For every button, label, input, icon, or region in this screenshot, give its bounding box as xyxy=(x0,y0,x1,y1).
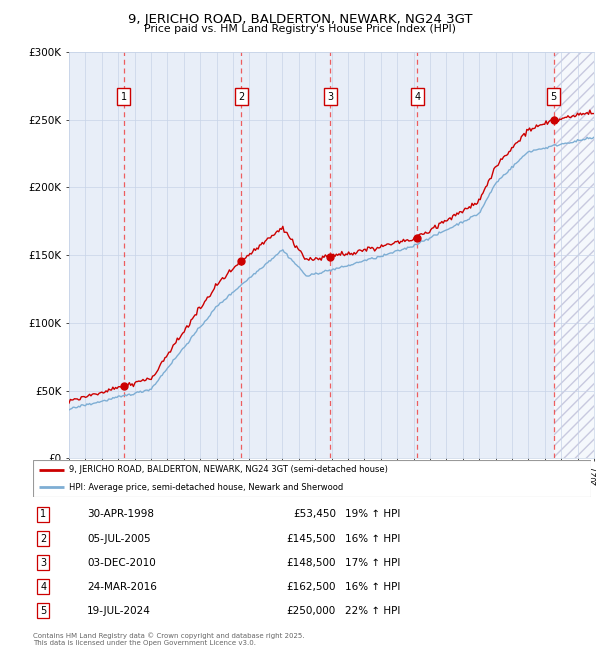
Text: 19% ↑ HPI: 19% ↑ HPI xyxy=(345,510,400,519)
Bar xyxy=(554,52,594,458)
Text: 2: 2 xyxy=(238,92,244,101)
Text: 2: 2 xyxy=(40,534,46,543)
Text: 17% ↑ HPI: 17% ↑ HPI xyxy=(345,558,400,567)
Text: £145,500: £145,500 xyxy=(287,534,336,543)
Text: 5: 5 xyxy=(40,606,46,616)
Text: 16% ↑ HPI: 16% ↑ HPI xyxy=(345,582,400,592)
Text: 16% ↑ HPI: 16% ↑ HPI xyxy=(345,534,400,543)
Text: Contains HM Land Registry data © Crown copyright and database right 2025.
This d: Contains HM Land Registry data © Crown c… xyxy=(33,632,305,646)
Text: 1: 1 xyxy=(121,92,127,101)
Text: 3: 3 xyxy=(327,92,333,101)
Text: 22% ↑ HPI: 22% ↑ HPI xyxy=(345,606,400,616)
Text: 24-MAR-2016: 24-MAR-2016 xyxy=(87,582,157,592)
Text: £53,450: £53,450 xyxy=(293,510,336,519)
Text: 5: 5 xyxy=(551,92,557,101)
Text: Price paid vs. HM Land Registry's House Price Index (HPI): Price paid vs. HM Land Registry's House … xyxy=(144,24,456,34)
Text: 3: 3 xyxy=(40,558,46,567)
Text: HPI: Average price, semi-detached house, Newark and Sherwood: HPI: Average price, semi-detached house,… xyxy=(69,482,344,491)
Text: 1: 1 xyxy=(40,510,46,519)
Text: 9, JERICHO ROAD, BALDERTON, NEWARK, NG24 3GT: 9, JERICHO ROAD, BALDERTON, NEWARK, NG24… xyxy=(128,13,472,26)
Text: 9, JERICHO ROAD, BALDERTON, NEWARK, NG24 3GT (semi-detached house): 9, JERICHO ROAD, BALDERTON, NEWARK, NG24… xyxy=(69,465,388,474)
Text: £250,000: £250,000 xyxy=(287,606,336,616)
Text: 30-APR-1998: 30-APR-1998 xyxy=(87,510,154,519)
Text: £162,500: £162,500 xyxy=(287,582,336,592)
Text: £148,500: £148,500 xyxy=(287,558,336,567)
Text: 05-JUL-2005: 05-JUL-2005 xyxy=(87,534,151,543)
Text: 19-JUL-2024: 19-JUL-2024 xyxy=(87,606,151,616)
Text: 03-DEC-2010: 03-DEC-2010 xyxy=(87,558,156,567)
Text: 4: 4 xyxy=(40,582,46,592)
FancyBboxPatch shape xyxy=(33,460,591,497)
Text: 4: 4 xyxy=(414,92,421,101)
